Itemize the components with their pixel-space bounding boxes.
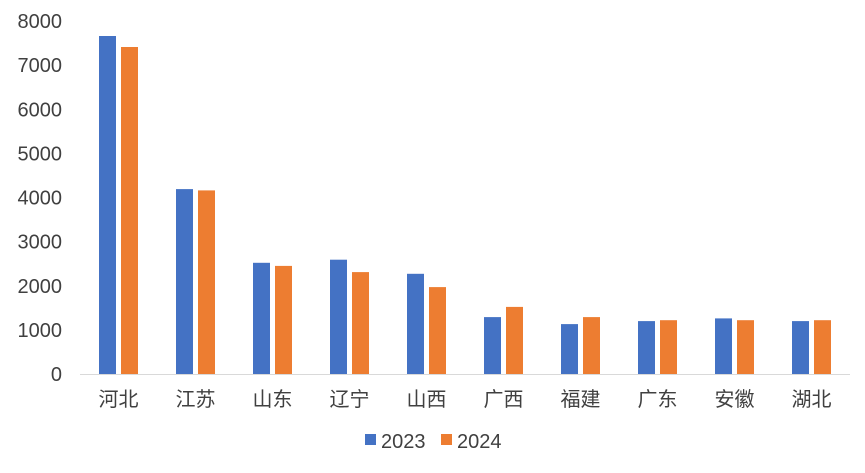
x-tick-label: 河北 bbox=[99, 387, 139, 411]
bar-2024-河北 bbox=[121, 47, 138, 374]
bar-2024-辽宁 bbox=[352, 272, 369, 374]
y-tick-label: 7000 bbox=[18, 55, 63, 77]
bar-2024-山西 bbox=[429, 287, 446, 374]
bar-2024-广西 bbox=[506, 306, 523, 374]
bar-2023-安徽 bbox=[715, 318, 732, 374]
legend-label-2023: 2023 bbox=[381, 431, 426, 453]
bar-2023-广东 bbox=[638, 321, 655, 374]
bar-2023-江苏 bbox=[176, 189, 193, 374]
x-tick-label: 福建 bbox=[561, 387, 601, 411]
bar-2024-湖北 bbox=[814, 320, 831, 374]
bar-2024-安徽 bbox=[737, 320, 754, 374]
x-tick-label: 山东 bbox=[253, 387, 293, 411]
legend-label-2024: 2024 bbox=[457, 431, 502, 453]
bar-2023-广西 bbox=[484, 317, 501, 374]
x-tick-label: 山西 bbox=[407, 387, 447, 411]
legend: 2023 2024 bbox=[365, 431, 502, 453]
bar-2024-山东 bbox=[275, 265, 292, 374]
y-tick-label: 5000 bbox=[18, 143, 63, 165]
bar-2023-辽宁 bbox=[330, 259, 347, 374]
bar-2023-福建 bbox=[561, 324, 578, 374]
legend-swatch-2024 bbox=[441, 434, 452, 445]
x-tick-label: 湖北 bbox=[792, 387, 832, 411]
x-tick-label: 安徽 bbox=[715, 387, 755, 411]
bar-2023-湖北 bbox=[792, 321, 809, 374]
x-tick-label: 江苏 bbox=[176, 387, 216, 411]
bar-2023-河北 bbox=[99, 36, 116, 374]
x-axis: 河北 江苏 山东 辽宁 山西 广西 福建 广东 安徽 湖北 bbox=[99, 387, 832, 411]
y-tick-label: 0 bbox=[51, 364, 62, 386]
bars bbox=[99, 36, 831, 374]
x-tick-label: 广东 bbox=[638, 387, 678, 411]
bar-2024-广东 bbox=[660, 320, 677, 374]
y-tick-label: 4000 bbox=[18, 188, 63, 210]
bar-2023-山西 bbox=[407, 273, 424, 374]
legend-swatch-2023 bbox=[365, 434, 376, 445]
x-tick-label: 辽宁 bbox=[330, 387, 370, 411]
y-tick-label: 1000 bbox=[18, 320, 63, 342]
y-axis: 0 1000 2000 3000 4000 5000 6000 7000 8000 bbox=[18, 11, 63, 386]
bar-2024-江苏 bbox=[198, 190, 215, 374]
y-tick-label: 3000 bbox=[18, 232, 63, 254]
bar-2024-福建 bbox=[583, 317, 600, 374]
y-tick-label: 2000 bbox=[18, 276, 63, 298]
bar-2023-山东 bbox=[253, 262, 270, 374]
y-tick-label: 6000 bbox=[18, 99, 63, 121]
x-tick-label: 广西 bbox=[484, 387, 524, 411]
y-tick-label: 8000 bbox=[18, 11, 63, 33]
